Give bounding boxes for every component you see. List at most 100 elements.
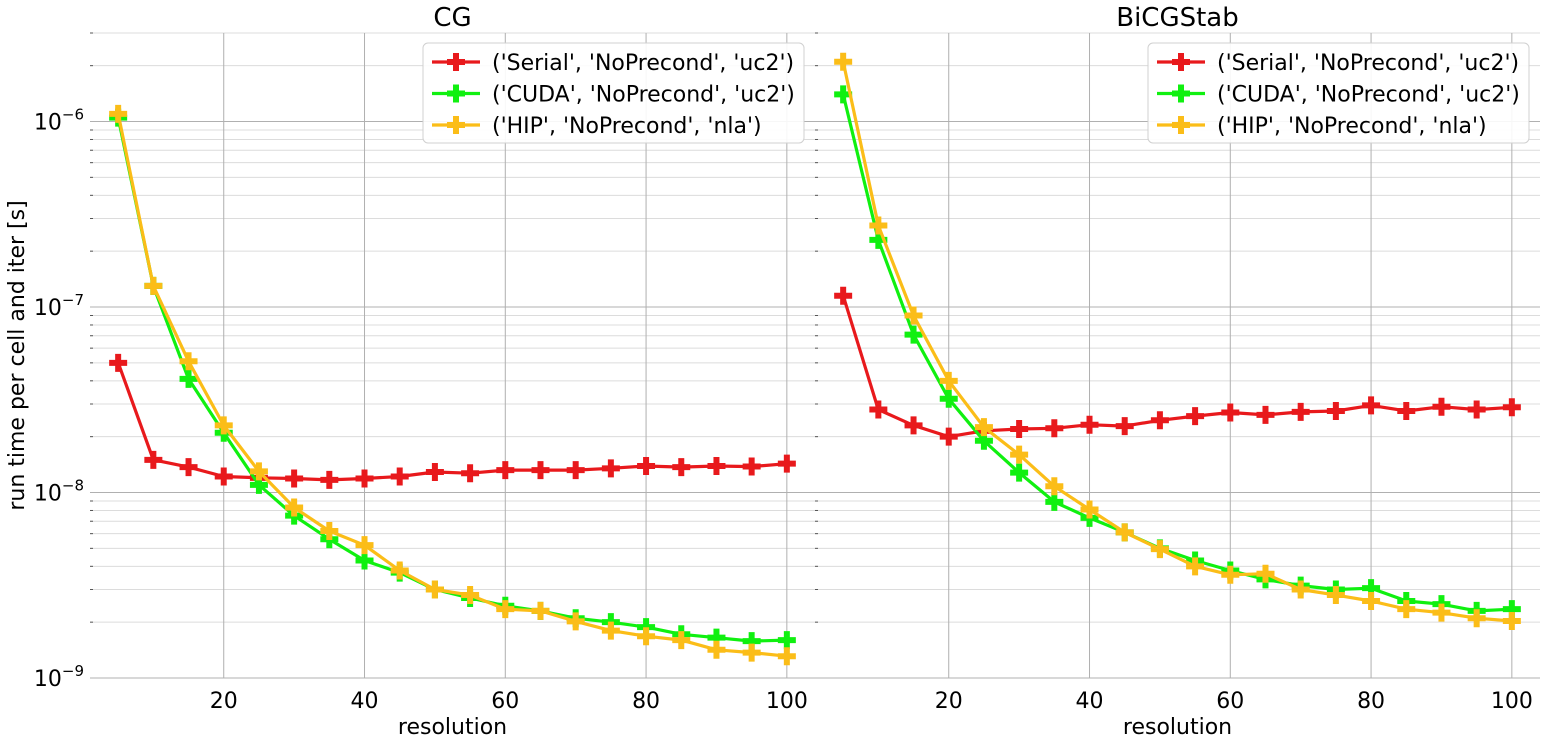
data-point — [904, 306, 923, 325]
data-point — [1397, 402, 1416, 421]
x-tick-label: 20 — [935, 689, 963, 714]
data-point — [1045, 492, 1064, 511]
data-point — [672, 458, 691, 477]
data-point — [672, 631, 691, 650]
data-point — [742, 643, 761, 662]
y-tick-label: 10−9 — [34, 662, 84, 692]
data-point — [1010, 419, 1029, 438]
data-point — [1221, 403, 1240, 422]
data-point — [1362, 579, 1381, 598]
data-point — [601, 459, 620, 478]
data-point — [742, 632, 761, 651]
data-point — [1362, 396, 1381, 415]
data-point — [1256, 405, 1275, 424]
y-tick-exponent: −6 — [62, 106, 84, 124]
data-point — [285, 469, 304, 488]
chart-panel-1: 20 40 60 80 10010−910−810−710−6CGresolutionr… — [5, 3, 815, 740]
data-point — [777, 647, 796, 666]
data-point — [1326, 586, 1345, 605]
data-point — [109, 353, 128, 372]
data-point — [355, 536, 374, 555]
data-point — [390, 561, 409, 580]
legend-label: ('HIP', 'NoPrecond', 'nla') — [1217, 114, 1487, 139]
legend-label: ('HIP', 'NoPrecond', 'nla') — [492, 114, 762, 139]
data-point — [1467, 400, 1486, 419]
data-point — [1291, 402, 1310, 421]
data-point — [834, 52, 853, 71]
data-point — [214, 416, 233, 435]
data-point — [637, 627, 656, 646]
legend-swatch-marker — [1172, 116, 1190, 134]
data-point — [707, 628, 726, 647]
data-point — [777, 454, 796, 473]
data-point — [1467, 609, 1486, 628]
data-point — [1150, 411, 1169, 430]
data-point — [869, 230, 888, 249]
data-point — [179, 458, 198, 477]
data-point — [531, 461, 550, 480]
y-axis-label: run time per cell and iter [s] — [5, 200, 30, 510]
data-point — [1502, 611, 1521, 630]
data-point — [320, 522, 339, 541]
data-point — [1186, 557, 1205, 576]
chart-title: CG — [433, 3, 471, 33]
chart-title: BiCGStab — [1116, 3, 1239, 33]
data-point — [1150, 540, 1169, 559]
data-point — [1432, 603, 1451, 622]
data-point — [1080, 500, 1099, 519]
data-point — [1045, 419, 1064, 438]
legend-swatch-marker — [447, 53, 465, 71]
y-tick-base: 10 — [34, 482, 62, 507]
data-point — [496, 461, 515, 480]
data-point — [144, 450, 163, 469]
data-point — [1010, 463, 1029, 482]
data-point — [834, 85, 853, 104]
x-tick-label: 100 — [1491, 689, 1533, 714]
data-point — [531, 601, 550, 620]
data-point — [974, 431, 993, 450]
data-point — [939, 371, 958, 390]
data-point — [461, 586, 480, 605]
data-point — [637, 618, 656, 637]
data-point — [834, 286, 853, 305]
data-point — [1362, 592, 1381, 611]
data-point — [1080, 415, 1099, 434]
x-tick-label: 60 — [491, 689, 519, 714]
series-line-1 — [841, 295, 1512, 439]
data-point — [214, 467, 233, 486]
legend-swatch-marker — [1172, 84, 1190, 103]
data-point — [904, 416, 923, 435]
data-point — [496, 600, 515, 619]
legend-swatch-marker — [447, 84, 465, 103]
y-tick-exponent: −8 — [62, 477, 84, 495]
data-point — [249, 462, 268, 481]
legend-label: ('Serial', 'NoPrecond', 'uc2') — [492, 51, 794, 76]
y-tick-base: 10 — [34, 667, 62, 692]
data-point — [1010, 445, 1029, 464]
data-point — [939, 427, 958, 446]
data-point — [461, 464, 480, 483]
legend-box — [422, 42, 805, 144]
y-tick-exponent: −7 — [62, 291, 84, 309]
y-tick-label: 10−8 — [34, 477, 84, 507]
data-point — [566, 612, 585, 631]
x-tick-label: 20 — [210, 689, 238, 714]
y-tick-base: 10 — [34, 111, 62, 136]
data-point — [1502, 398, 1521, 417]
data-point — [742, 457, 761, 476]
x-tick-label: 80 — [1357, 689, 1385, 714]
data-point — [1291, 580, 1310, 599]
data-point — [1326, 402, 1345, 421]
chart-panel-2: 20 40 60 80 100 BiCGStab resolution ('Serial', … — [815, 3, 1540, 740]
data-point — [869, 216, 888, 235]
data-point — [425, 580, 444, 599]
data-point — [355, 469, 374, 488]
data-point — [1256, 564, 1275, 583]
data-point — [566, 461, 585, 480]
y-tick-label: 10−6 — [34, 106, 84, 136]
x-axis-label: resolution — [1123, 715, 1232, 740]
series-line-3 — [841, 61, 1512, 623]
legend-swatch-marker — [447, 116, 465, 134]
data-point — [320, 470, 339, 489]
